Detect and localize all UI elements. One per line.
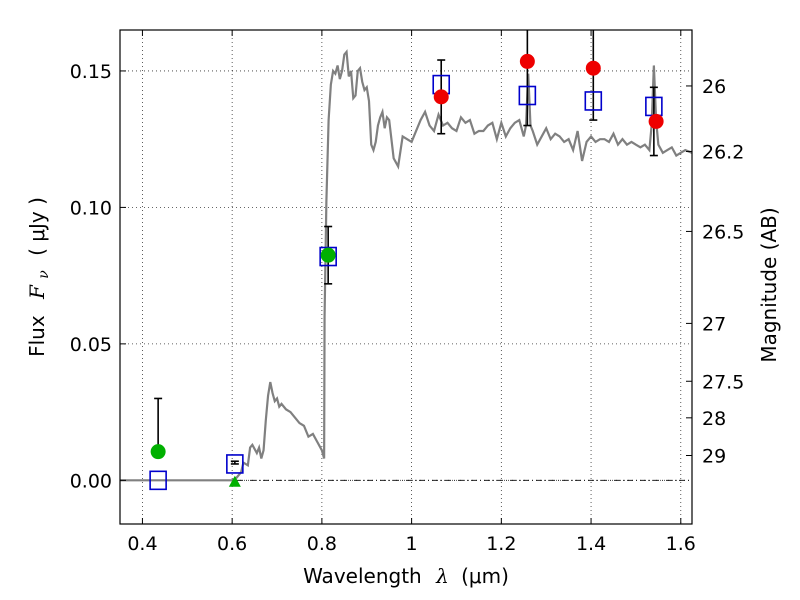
x-tick-label: 1.4 — [576, 533, 606, 555]
square-marker — [518, 85, 537, 106]
x-tick-label: 1 — [406, 533, 418, 555]
mag-tick-label: 27 — [702, 313, 726, 335]
square-marker — [319, 246, 337, 267]
circle-marker — [433, 89, 449, 105]
y-tick-label: 0.10 — [70, 197, 112, 219]
circle-marker — [585, 60, 601, 76]
y-tick-label: 0.00 — [70, 470, 112, 492]
ticks — [120, 30, 692, 524]
mag-tick-label: 26 — [702, 76, 726, 98]
x-tick-label: 0.8 — [307, 533, 337, 555]
square-marker — [584, 91, 603, 111]
x-tick-label: 0.6 — [217, 533, 247, 555]
mag-tick-label: 27.5 — [702, 371, 744, 393]
y-tick-label: 0.15 — [70, 61, 112, 83]
x-tick-label: 0.4 — [127, 533, 157, 555]
mag-tick-label: 26.2 — [702, 141, 744, 163]
model-spectrum-line — [120, 49, 693, 482]
plot-frame — [119, 29, 693, 525]
y-axis-right-label: Magnitude (AB) — [757, 207, 781, 362]
data-markers — [149, 53, 664, 491]
triangle-marker — [228, 475, 241, 487]
y-axis-label: Flux F ν ( μJy ) — [25, 197, 53, 357]
mag-tick-label: 28 — [702, 408, 726, 430]
circle-marker — [320, 247, 336, 263]
square-marker — [149, 470, 167, 491]
mag-tick-label: 29 — [702, 445, 726, 467]
x-tick-label: 1.6 — [666, 533, 696, 555]
x-tick-label: 1.2 — [486, 533, 516, 555]
circle-marker — [519, 53, 535, 69]
circle-marker — [150, 444, 166, 460]
y-tick-label: 0.05 — [70, 334, 112, 356]
square-marker — [226, 454, 244, 474]
mag-tick-label: 26.5 — [702, 221, 744, 243]
circle-marker — [648, 113, 664, 129]
x-axis-label: Wavelength λ (μm) — [303, 564, 509, 588]
